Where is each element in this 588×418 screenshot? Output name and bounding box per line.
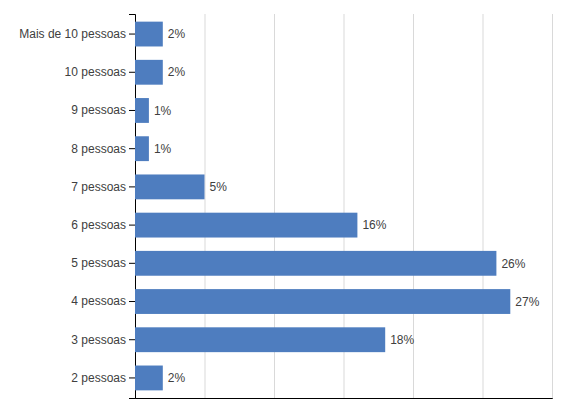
bar <box>135 22 163 47</box>
y-tick-line <box>129 72 135 73</box>
y-tick: 9 pessoas <box>71 103 135 117</box>
y-tick: 4 pessoas <box>71 294 135 308</box>
bar <box>135 327 385 352</box>
y-tick-label: 8 pessoas <box>71 142 126 156</box>
y-tick-label: 4 pessoas <box>71 294 126 308</box>
y-tick-label: 9 pessoas <box>71 103 126 117</box>
y-tick: 10 pessoas <box>65 65 135 79</box>
y-tick: Mais de 10 pessoas <box>19 27 135 41</box>
y-tick-label: 2 pessoas <box>71 371 126 385</box>
y-tick: 6 pessoas <box>71 218 135 232</box>
bars <box>135 22 510 391</box>
bar <box>135 289 510 314</box>
bar <box>135 174 205 199</box>
y-tick-label: 3 pessoas <box>71 333 126 347</box>
y-tick-label: Mais de 10 pessoas <box>19 27 126 41</box>
bar <box>135 213 357 238</box>
y-tick-label: 6 pessoas <box>71 218 126 232</box>
y-tick-line <box>129 186 135 187</box>
y-tick-line <box>129 301 135 302</box>
y-tick-line <box>129 34 135 35</box>
y-tick: 8 pessoas <box>71 142 135 156</box>
bar <box>135 136 149 161</box>
chart: 2 pessoas 3 pessoas 4 pessoas 5 pessoas 6 pe… <box>0 0 588 418</box>
x-axis-line <box>136 14 553 399</box>
y-tick: 7 pessoas <box>71 180 135 194</box>
y-tick: 2 pessoas <box>71 371 135 385</box>
bar <box>135 251 496 276</box>
grid-line <box>552 14 553 398</box>
data-label: 18% <box>390 333 414 347</box>
y-tick-label: 7 pessoas <box>71 180 126 194</box>
y-tick-line <box>129 263 135 264</box>
y-tick-label: 10 pessoas <box>65 65 126 79</box>
y-tick-line <box>129 148 135 149</box>
data-label: 27% <box>515 295 539 309</box>
y-axis: 2 pessoas 3 pessoas 4 pessoas 5 pessoas 6 pe… <box>19 15 135 399</box>
y-axis-line <box>129 15 136 399</box>
data-label: 2% <box>168 371 186 385</box>
plot: 2 pessoas 3 pessoas 4 pessoas 5 pessoas 6 pe… <box>19 14 552 399</box>
bar <box>135 366 163 391</box>
y-tick: 5 pessoas <box>71 256 135 270</box>
data-label: 1% <box>154 104 172 118</box>
y-tick-line <box>129 225 135 226</box>
y-tick-label: 5 pessoas <box>71 256 126 270</box>
y-tick-line <box>129 377 135 378</box>
data-label: 26% <box>501 257 525 271</box>
data-label: 2% <box>168 65 186 79</box>
bar <box>135 98 149 123</box>
grid-line <box>483 14 484 398</box>
data-label: 16% <box>362 218 386 232</box>
x-tick <box>483 14 484 398</box>
y-tick-line <box>129 339 135 340</box>
bar <box>135 60 163 85</box>
data-label: 2% <box>168 27 186 41</box>
x-tick <box>552 14 553 398</box>
data-label: 1% <box>154 142 172 156</box>
x-axis <box>136 14 553 399</box>
y-tick: 3 pessoas <box>71 333 135 347</box>
data-labels: 2% 18% 27% 26% 16% 5% 1% 1% 2% 2% <box>154 27 540 385</box>
data-label: 5% <box>210 180 228 194</box>
y-tick-line <box>129 110 135 111</box>
